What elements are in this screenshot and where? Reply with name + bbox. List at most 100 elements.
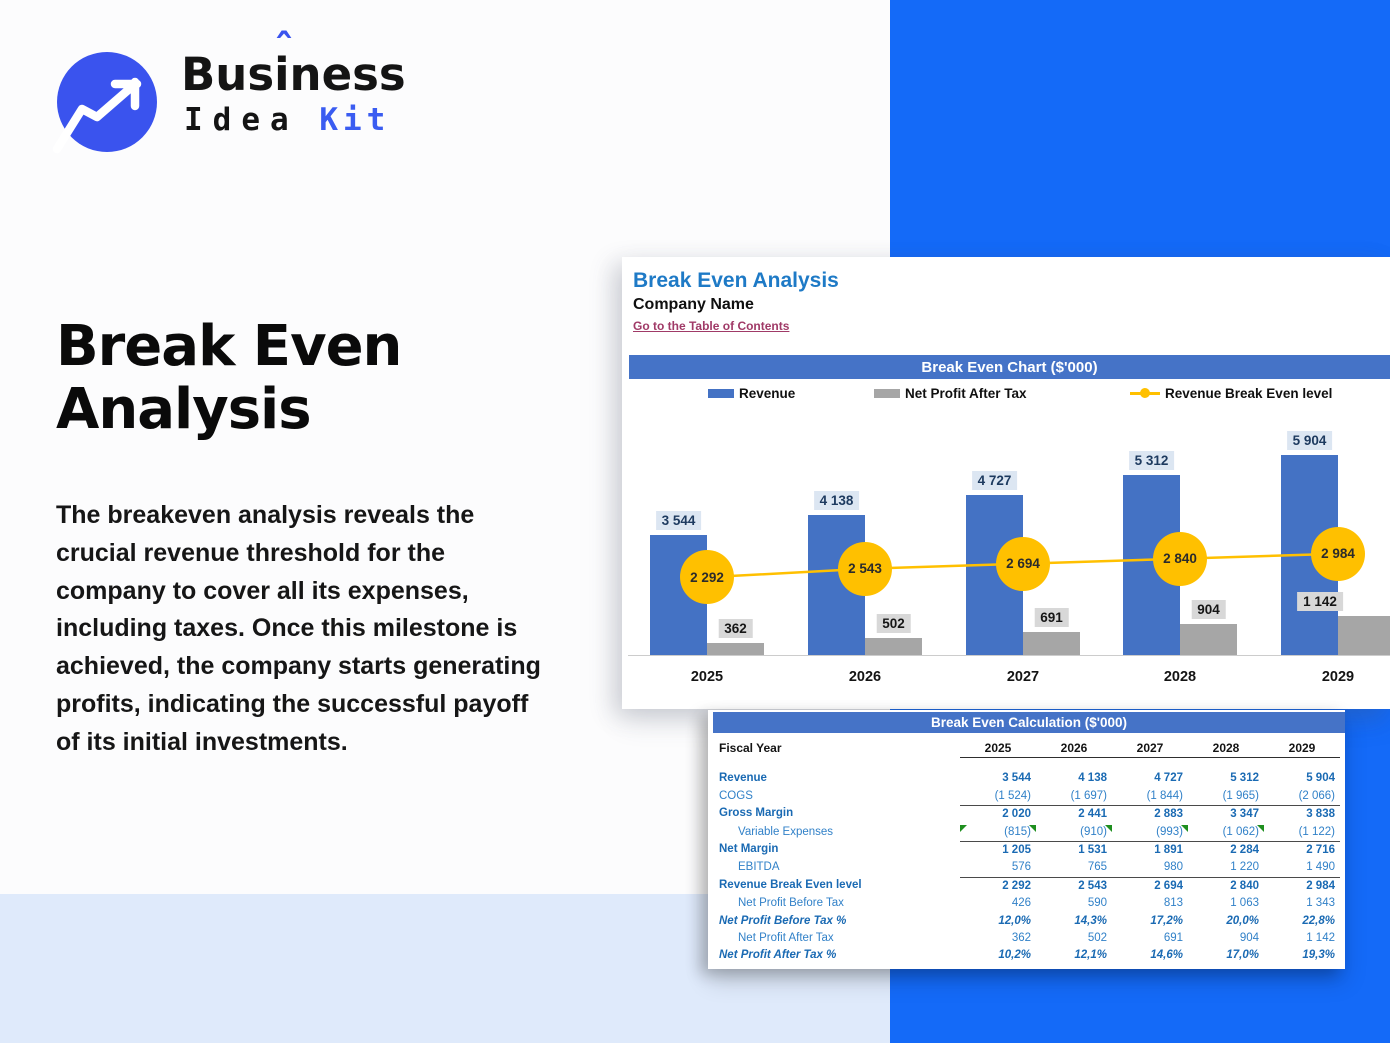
legend-item-break-even: Revenue Break Even level [1130, 386, 1332, 401]
net-profit-value-label: 691 [1034, 607, 1069, 627]
row-value: (1 524) [994, 789, 1031, 802]
net-profit-bar [1023, 631, 1080, 655]
row-value: 2 441 [1036, 805, 1112, 823]
revenue-legend-swatch [708, 388, 734, 398]
net-profit-legend-swatch [874, 388, 900, 398]
row-value: 2 694 [1112, 876, 1188, 895]
row-value: 17,0% [1226, 949, 1259, 962]
row-value: 576 [1011, 861, 1031, 874]
row-value: (2 066) [1298, 789, 1335, 802]
chart-header-bar: Break Even Chart ($'000) [629, 355, 1390, 379]
net-profit-bar [865, 638, 922, 655]
revenue-value-label: 4 138 [813, 490, 860, 510]
row-value: 1 063 [1230, 897, 1259, 910]
row-value: 1 205 [960, 840, 1036, 859]
chart-header-label: Break Even Chart ($'000) [921, 358, 1098, 376]
chart-plot-area: 3 544 362 2 292 4 138 502 2 543 4 727 691 2 694 5… [622, 407, 1390, 656]
row-value: 904 [1239, 931, 1259, 944]
sheet-company-name: Company Name [633, 296, 754, 313]
row-value: 10,2% [998, 949, 1031, 962]
logo-trend-icon [52, 52, 157, 154]
hero-paragraph: The breakeven analysis reveals the cruci… [56, 501, 541, 756]
row-value: 3 838 [1264, 805, 1340, 823]
row-label: EBITDA [738, 861, 780, 874]
row-label: Net Profit Before Tax % [719, 914, 847, 927]
revenue-value-label: 5 904 [1286, 430, 1333, 450]
row-value: (815) [960, 824, 1036, 841]
table-spacer [714, 758, 1340, 770]
row-value: 14,6% [1150, 949, 1183, 962]
fiscal-year-value: 2026 [1036, 740, 1112, 759]
row-label: Gross Margin [719, 807, 794, 820]
net-profit-bar [707, 642, 764, 655]
table-of-contents-link[interactable]: Go to the Table of Contents [633, 319, 790, 333]
x-axis-tick-label: 2025 [690, 669, 724, 685]
row-value: 2 984 [1264, 876, 1340, 895]
spreadsheet-chart-panel: Break Even Analysis Company Name Go to t… [622, 257, 1390, 709]
row-value: 2 284 [1188, 840, 1264, 859]
row-label: COGS [719, 789, 753, 802]
row-value: 5 904 [1306, 772, 1335, 785]
row-value: 20,0% [1226, 914, 1259, 927]
calc-header-bar: Break Even Calculation ($'000) [713, 712, 1345, 733]
row-value: 17,2% [1150, 914, 1183, 927]
x-axis-tick-label: 2027 [1006, 669, 1040, 685]
row-value: 5 312 [1230, 772, 1259, 785]
net-profit-value-label: 904 [1191, 600, 1226, 620]
row-value: 590 [1087, 897, 1107, 910]
break-even-line [706, 552, 1339, 579]
fiscal-year-label: Fiscal Year [719, 741, 782, 755]
row-value: 2 292 [960, 876, 1036, 895]
row-value: 1 891 [1112, 840, 1188, 859]
fiscal-year-value: 2025 [960, 740, 1036, 759]
x-axis-tick-label: 2026 [848, 669, 882, 685]
x-axis-line [628, 655, 1390, 656]
row-value: 14,3% [1074, 914, 1107, 927]
break-even-calculation-panel: Break Even Calculation ($'000) Fiscal Ye… [708, 710, 1345, 969]
row-value: 1 142 [1306, 931, 1335, 944]
calc-header-label: Break Even Calculation ($'000) [930, 715, 1128, 730]
row-label: Variable Expenses [738, 825, 834, 838]
break-even-point-label: 2 543 [838, 541, 892, 596]
fiscal-year-value: 2028 [1188, 740, 1264, 759]
row-value: (1 844) [1146, 789, 1183, 802]
row-value: 3 347 [1188, 805, 1264, 823]
net-profit-bar [1180, 624, 1237, 655]
net-profit-value-label: 362 [718, 618, 753, 638]
row-label: Net Margin [719, 842, 779, 855]
row-value: 12,0% [998, 914, 1031, 927]
legend-item-revenue: Revenue [708, 386, 795, 401]
hero-title: Break Even Analysis [56, 314, 402, 442]
legend-item-net-profit: Net Profit After Tax [874, 385, 1027, 401]
net-profit-value-label: 502 [876, 613, 911, 633]
row-value: 4 138 [1078, 772, 1107, 785]
row-value: (1 122) [1298, 825, 1335, 838]
row-value: 19,3% [1302, 949, 1335, 962]
row-label: Net Profit After Tax [738, 931, 834, 944]
net-profit-bar [1338, 616, 1390, 655]
row-value: 502 [1087, 931, 1107, 944]
row-value: 1 343 [1306, 897, 1335, 910]
logo: Business ˆ Idea Kit [45, 27, 465, 170]
brand-word-idea: Idea [184, 102, 299, 138]
row-value: 1 220 [1230, 861, 1259, 874]
brand-name-top: Business ˆ [181, 27, 406, 101]
row-value: 3 544 [1002, 772, 1031, 785]
break-even-point-label: 2 984 [1311, 526, 1365, 581]
row-value: 2 883 [1112, 805, 1188, 823]
sheet-title: Break Even Analysis [633, 269, 839, 292]
row-value: 1 531 [1036, 840, 1112, 859]
x-axis-tick-label: 2028 [1163, 669, 1197, 685]
break-even-point-label: 2 840 [1153, 531, 1207, 586]
row-value: 4 727 [1154, 772, 1183, 785]
row-value: (1 062) [1188, 824, 1264, 841]
row-value: 980 [1163, 861, 1183, 874]
row-value: (993) [1112, 824, 1188, 841]
row-label: Revenue [719, 772, 767, 785]
row-label: Net Profit After Tax % [719, 949, 837, 962]
row-value: 426 [1011, 897, 1031, 910]
row-value: 765 [1087, 861, 1107, 874]
calc-table: Fiscal Year 2025 2026 2027 2028 2029 Revenue 3 … [714, 740, 1340, 965]
row-value: 2 543 [1036, 876, 1112, 895]
legend-label: Net Profit After Tax [905, 385, 1027, 401]
